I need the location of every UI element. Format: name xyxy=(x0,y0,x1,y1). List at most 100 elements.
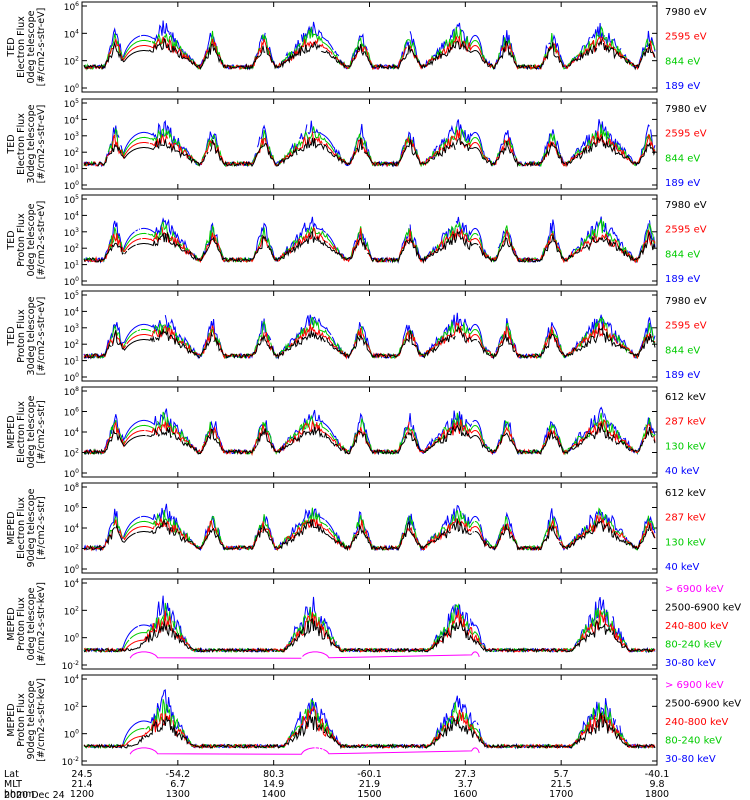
ytick-label: 105 xyxy=(64,98,79,110)
ylabel-line: Proton Flux xyxy=(16,693,27,747)
ytick-label: 100 xyxy=(64,633,79,645)
ytick-label: 101 xyxy=(64,356,79,368)
ylabel-line: 0deg telescope xyxy=(26,203,37,276)
ytick-label: 100 xyxy=(64,729,79,741)
xtick-hhmm: 1400 xyxy=(262,789,286,800)
series-line-30-80-kev xyxy=(83,595,656,654)
ylabel-line: 30deg telescope xyxy=(26,104,37,183)
ylabel-line: [#/cm2-s-str] xyxy=(36,400,47,463)
xtick-hhmm: 1800 xyxy=(645,789,669,800)
series-line--6900-kev xyxy=(129,747,480,755)
ylabel-line: MEPED xyxy=(6,511,17,544)
panel-frame xyxy=(81,482,658,574)
ytick-label: 108 xyxy=(64,386,79,398)
legend-entry: 844 eV xyxy=(665,153,700,164)
ytick-label: 104 xyxy=(64,114,79,126)
ytick-label: 102 xyxy=(64,56,79,68)
ylabel-line: [#/cm2-s-str-keV] xyxy=(36,678,47,762)
ytick-label: 102 xyxy=(64,544,79,556)
legend-entry: 80-240 keV xyxy=(665,736,722,747)
x-axis-annotations: LatMLThhmm24.521.41200-54.26.7130080.314… xyxy=(4,769,669,800)
ytick-label: 103 xyxy=(64,227,79,239)
legend-entry: 2595 eV xyxy=(665,321,707,332)
xtick-hhmm: 1300 xyxy=(166,789,190,800)
ytick-label: 102 xyxy=(64,243,79,255)
legend-entry: 7980 eV xyxy=(665,104,707,115)
ytick-label: 104 xyxy=(64,306,79,318)
xtick-mlt: 21.9 xyxy=(359,779,380,790)
ytick-label: 103 xyxy=(64,131,79,143)
legend-entry: 287 keV xyxy=(665,417,706,428)
xtick-mlt: 21.4 xyxy=(71,779,92,790)
legend-entry: 240-800 keV xyxy=(665,621,729,632)
legend-entry: 7980 eV xyxy=(665,296,707,307)
ytick-label: 104 xyxy=(64,210,79,222)
legend-entry: 2595 eV xyxy=(665,129,707,140)
xtick-mlt: 3.7 xyxy=(458,779,473,790)
ytick-label: 104 xyxy=(64,523,79,535)
xaxis-row-label: MLT xyxy=(4,779,22,790)
ytick-label: 102 xyxy=(64,605,79,617)
xtick-lat: -54.2 xyxy=(166,769,191,780)
legend-entry: 2500-6900 keV xyxy=(665,603,741,614)
series-line-844-ev xyxy=(83,124,656,168)
ytick-label: 10-2 xyxy=(62,660,80,672)
ytick-label: 101 xyxy=(64,260,79,272)
series-line-189-ev xyxy=(83,20,656,71)
panel-7: 104 102 100 10-2 MEPED Proton Flux 0deg telesc… xyxy=(6,578,741,672)
legend-entry: 612 keV xyxy=(665,488,706,499)
legend-entry: 844 eV xyxy=(665,249,700,260)
xtick-lat: 5.7 xyxy=(554,769,569,780)
ytick-label: 105 xyxy=(64,290,79,302)
ytick-label: 104 xyxy=(64,674,79,686)
ylabel-line: 0deg telescope xyxy=(26,587,37,660)
ylabel-line: 0deg telescope xyxy=(26,10,37,83)
series-line-2500-6900-kev xyxy=(84,619,655,652)
legend-entry: 30-80 keV xyxy=(665,754,716,765)
ytick-label: 104 xyxy=(64,578,79,590)
ylabel-line: Electron Flux xyxy=(16,401,27,463)
panel-1: 106 104 102 100 TED Electron Flux 0deg telesco… xyxy=(6,1,707,95)
ylabel-line: [#/cm2-s-str-eV] xyxy=(36,105,47,184)
legend-entry: 7980 eV xyxy=(665,200,707,211)
ylabel-line: Proton Flux xyxy=(16,597,27,651)
ytick-label: 100 xyxy=(64,564,79,576)
ylabel-line: 0deg telescope xyxy=(26,395,37,468)
panel-8: 104 102 100 10-2 MEPED Proton Flux 90deg teles… xyxy=(6,674,741,768)
ytick-label: 106 xyxy=(64,407,79,419)
legend-entry: 80-240 keV xyxy=(665,640,722,651)
ytick-label: 104 xyxy=(64,28,79,40)
xtick-mlt: 6.7 xyxy=(170,779,185,790)
ytick-label: 102 xyxy=(64,448,79,460)
ytick-label: 100 xyxy=(64,468,79,480)
ytick-label: 102 xyxy=(64,701,79,713)
xtick-lat: 27.3 xyxy=(455,769,476,780)
ylabel-line: TED xyxy=(6,230,17,250)
ytick-label: 102 xyxy=(64,147,79,159)
ylabel-line: Electron Flux xyxy=(16,497,27,559)
xtick-hhmm: 1200 xyxy=(70,789,94,800)
xtick-mlt: 21.5 xyxy=(551,779,572,790)
legend-entry: 30-80 keV xyxy=(665,658,716,669)
ylabel-line: TED xyxy=(6,326,17,346)
ytick-label: 101 xyxy=(64,164,79,176)
ylabel-line: Electron Flux xyxy=(16,113,27,175)
ylabel-line: Proton Flux xyxy=(16,309,27,363)
legend-entry: 287 keV xyxy=(665,513,706,524)
legend-entry: 189 eV xyxy=(665,370,700,381)
ylabel-line: [#/cm2-s-str-keV] xyxy=(36,582,47,666)
legend-entry: 2595 eV xyxy=(665,32,707,43)
xtick-mlt: 9.8 xyxy=(649,779,664,790)
ytick-label: 100 xyxy=(64,372,79,384)
date-label: 2020 Dec 24 xyxy=(4,790,65,800)
ytick-label: 102 xyxy=(64,339,79,351)
ylabel-line: TED xyxy=(6,37,17,57)
ylabel-line: TED xyxy=(6,134,17,154)
xtick-hhmm: 1600 xyxy=(453,789,477,800)
ylabel-line: [#/cm2-s-str-eV] xyxy=(36,201,47,280)
legend-entry: 240-800 keV xyxy=(665,717,729,728)
ylabel-line: MEPED xyxy=(6,415,17,448)
ytick-label: 100 xyxy=(64,180,79,192)
ylabel-line: Proton Flux xyxy=(16,213,27,267)
